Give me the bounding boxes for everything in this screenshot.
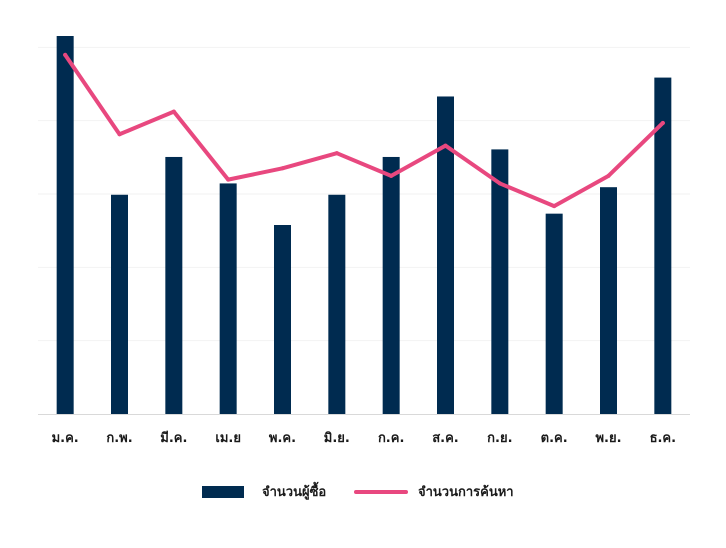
line-point <box>443 143 448 148</box>
line-point <box>226 177 231 182</box>
bar <box>274 225 291 414</box>
legend-label-line: จำนวนการค้นหา <box>418 484 514 500</box>
x-axis-ticks: ม.ค. ก.พ. มี.ค. เม.ย พ.ค. มิ.ย. ก.ค. ส.ค. ก.ย. ต.… <box>52 430 677 446</box>
line-point <box>63 52 68 57</box>
x-tick-label: มี.ค. <box>160 430 187 446</box>
x-tick-label: ก.ค. <box>378 431 404 446</box>
legend: จำนวนผู้ซื้อ จำนวนการค้นหา <box>202 481 514 500</box>
bar <box>165 156 183 414</box>
line-series <box>63 52 665 209</box>
x-tick-label: ก.ย. <box>487 431 512 446</box>
line-point <box>280 166 285 171</box>
line-point <box>117 132 122 137</box>
bar-series <box>56 36 672 414</box>
x-tick-label: ก.พ. <box>106 431 132 446</box>
line-point <box>660 120 665 125</box>
bar <box>328 194 346 414</box>
bar <box>111 194 128 414</box>
bar <box>545 213 563 414</box>
x-tick-label: ส.ค. <box>432 431 459 446</box>
x-tick-label: ต.ค. <box>541 431 568 446</box>
line-point <box>171 109 176 114</box>
gridlines <box>38 46 690 342</box>
x-tick-label: พ.ค. <box>269 431 296 446</box>
legend-swatch-bar <box>202 486 244 498</box>
line-point <box>389 173 394 178</box>
line-point <box>334 151 339 156</box>
bar <box>56 36 74 414</box>
x-tick-label: พ.ย. <box>595 431 621 446</box>
bar <box>600 187 617 414</box>
bar <box>382 156 400 414</box>
bar <box>491 149 509 414</box>
x-tick-label: ม.ค. <box>52 431 79 446</box>
x-tick-label: มิ.ย. <box>324 431 350 446</box>
x-tick-label: ธ.ค. <box>650 431 677 446</box>
line-point <box>606 173 611 178</box>
legend-label-bar: จำนวนผู้ซื้อ <box>262 481 326 500</box>
bar <box>219 183 237 414</box>
bar <box>437 96 454 414</box>
x-tick-label: เม.ย <box>215 431 241 446</box>
line-point <box>497 181 502 186</box>
bar <box>654 77 672 414</box>
series-line <box>63 52 665 209</box>
line-point <box>552 204 557 209</box>
